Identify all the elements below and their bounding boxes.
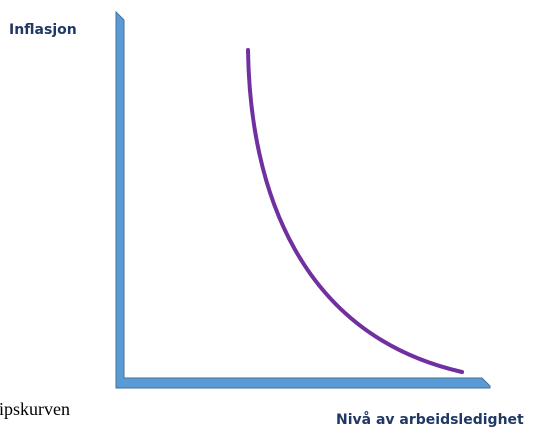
- x-axis-label: Nivå av arbeidsledighet: [336, 411, 524, 428]
- axes: [115, 10, 491, 389]
- phillips-curve: [246, 48, 464, 374]
- y-axis-label: Inflasjon: [9, 22, 77, 38]
- caption: ipskurven: [0, 399, 70, 419]
